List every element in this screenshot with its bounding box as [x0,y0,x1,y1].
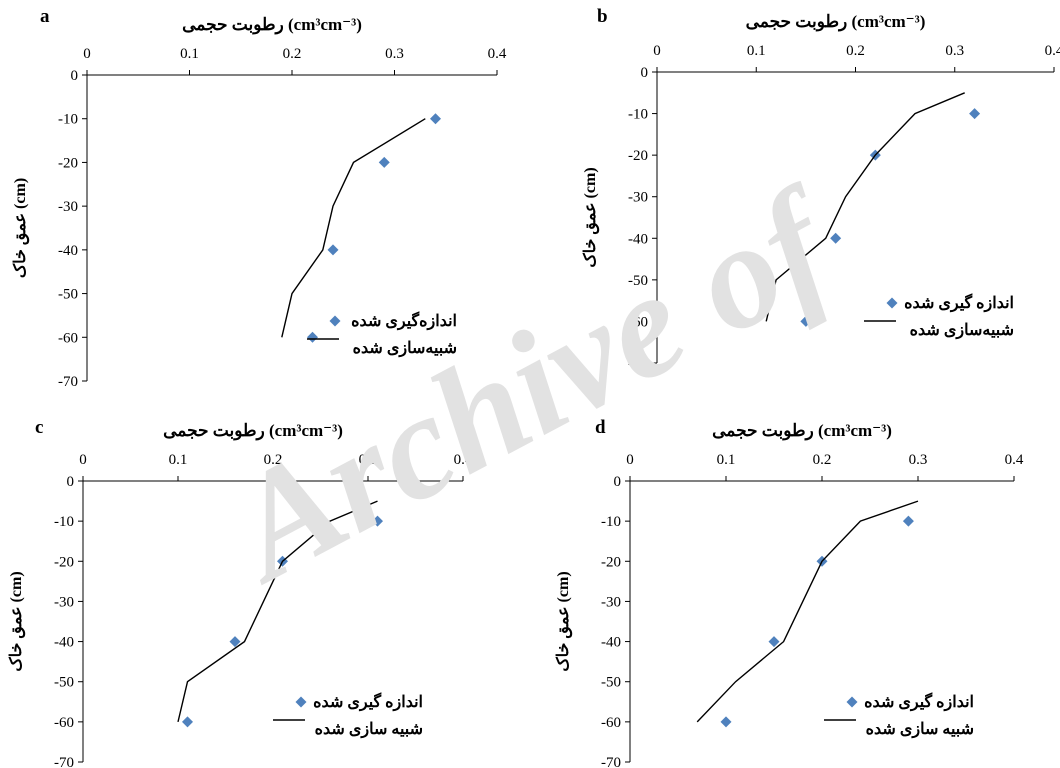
legend-marker-measured [329,315,341,327]
y-tick-label: -50 [54,675,74,691]
y-tick-label: -50 [58,287,78,303]
measured-data-point [768,636,780,648]
axis-title-y: عمق خاک (cm) [8,571,26,671]
measured-data-point [327,244,339,256]
y-tick-label: -70 [54,755,74,768]
x-tick-label: 0.3 [385,46,404,62]
simulated-series-line [765,92,965,322]
chart-panel-d: d رطوبت حجمی (cm³cm⁻³) 0 0.1 0.2 0.3 0.4 0 -10 -2… [555,417,1024,768]
legend-label-simulated: شبیه سازی شده [866,721,974,739]
y-tick-label: -20 [601,554,621,570]
y-tick-label: -30 [54,594,74,610]
simulated-series-line [696,500,919,723]
measured-data-point [720,716,732,728]
y-tick-label: -40 [628,231,648,247]
panel-label: a [40,6,50,27]
x-tick-label: 0 [83,46,91,62]
x-tick-label: 0.1 [717,452,736,468]
panel-label: d [595,417,606,438]
y-tick-label: -40 [58,243,78,259]
y-tick-label: -20 [58,155,78,171]
x-tick-label: 0.1 [180,46,199,62]
y-tick-label: -50 [628,273,648,289]
panel-label: c [35,417,43,438]
x-tick-label: 0.3 [945,43,964,59]
measured-data-point [430,113,441,125]
x-tick-label: 0.4 [1045,43,1060,59]
legend-label-simulated: شبیه‌سازی شده [353,340,457,358]
measured-data-point [182,716,193,728]
x-tick-label: 0.4 [488,46,507,62]
y-tick-label: -10 [628,107,648,123]
chart-panel-c: c رطوبت حجمی (cm³cm⁻³) 0 0.1 0.2 0.3 0.4 0 -10 -2… [8,417,473,768]
y-tick-label: -40 [54,635,74,651]
x-tick-label: 0.3 [909,452,928,468]
x-tick-label: 0.2 [283,46,302,62]
y-tick-label: -10 [601,514,621,530]
x-tick-label: 0.2 [264,452,283,468]
legend-label-measured: اندازه گیری شده [904,293,1014,313]
x-tick-label: 0 [79,452,87,468]
x-tick-label: 0 [626,452,634,468]
y-tick-label: -10 [58,112,78,128]
legend-marker-measured [886,297,898,309]
x-tick-label: 0.2 [846,43,865,59]
x-tick-label: 0.3 [359,452,378,468]
y-tick-label: -10 [54,514,74,530]
legend-label-measured: اندازه‌گیری شده [351,311,457,331]
y-tick-label: -40 [601,635,621,651]
x-tick-label: 0 [653,43,661,59]
axis-title-x: رطوبت حجمی (cm³cm⁻³) [163,421,343,441]
legend-marker-measured [846,696,858,708]
measured-data-point [372,515,383,527]
legend-label-measured: اندازه گیری شده [313,692,423,712]
x-tick-label: 0.4 [454,452,473,468]
axis-title-x: رطوبت حجمی (cm³cm⁻³) [182,15,362,35]
axis-title-x: رطوبت حجمی (cm³cm⁻³) [712,421,892,441]
measured-data-point [902,515,914,527]
panel-label: b [597,6,608,27]
measured-data-point [830,232,842,244]
y-tick-label: -70 [628,356,648,372]
y-tick-label: -60 [54,715,74,731]
x-tick-label: 0.4 [1005,452,1024,468]
y-tick-label: -70 [58,374,78,390]
y-tick-label: -50 [601,675,621,691]
y-tick-label: -30 [58,199,78,215]
simulated-series-line [177,500,378,723]
axis-title-y: عمق خاک (cm) [582,167,600,267]
x-tick-label: 0.1 [169,452,188,468]
y-tick-label: 0 [67,474,75,490]
y-tick-label: 0 [641,65,649,81]
y-tick-label: -70 [601,755,621,768]
y-tick-label: 0 [614,474,622,490]
y-tick-label: -60 [58,330,78,346]
chart-panel-b: b رطوبت حجمی (cm³cm⁻³) 0 0.1 0.2 0.3 0.4 0 -10 -2… [582,6,1060,372]
legend-label-simulated: شبیه‌سازی شده [910,322,1014,340]
simulated-series-line [281,118,426,338]
legend-label-simulated: شبیه سازی شده [315,721,423,739]
y-tick-label: -20 [54,554,74,570]
legend-label-measured: اندازه گیری شده [864,692,974,712]
measured-data-point [800,315,812,327]
measured-data-point [969,108,981,120]
y-tick-label: -30 [628,190,648,206]
y-tick-label: 0 [71,68,79,84]
measured-data-point [229,636,241,648]
x-tick-label: 0.1 [747,43,766,59]
measured-data-point [378,156,390,168]
axis-title-x: رطوبت حجمی (cm³cm⁻³) [746,12,926,32]
legend-marker-measured [295,696,307,708]
axis-title-y: عمق خاک (cm) [555,571,573,671]
y-tick-label: -20 [628,148,648,164]
chart-panel-a: a رطوبت حجمی (cm³cm⁻³) 0 0.1 0.2 0.3 0.4 0 -10 -2… [12,6,507,390]
y-tick-label: -60 [601,715,621,731]
axis-title-y: عمق خاک (cm) [12,178,30,278]
y-tick-label: -30 [601,594,621,610]
measured-data-point [307,331,318,343]
y-tick-label: -60 [628,314,648,330]
x-tick-label: 0.2 [813,452,832,468]
